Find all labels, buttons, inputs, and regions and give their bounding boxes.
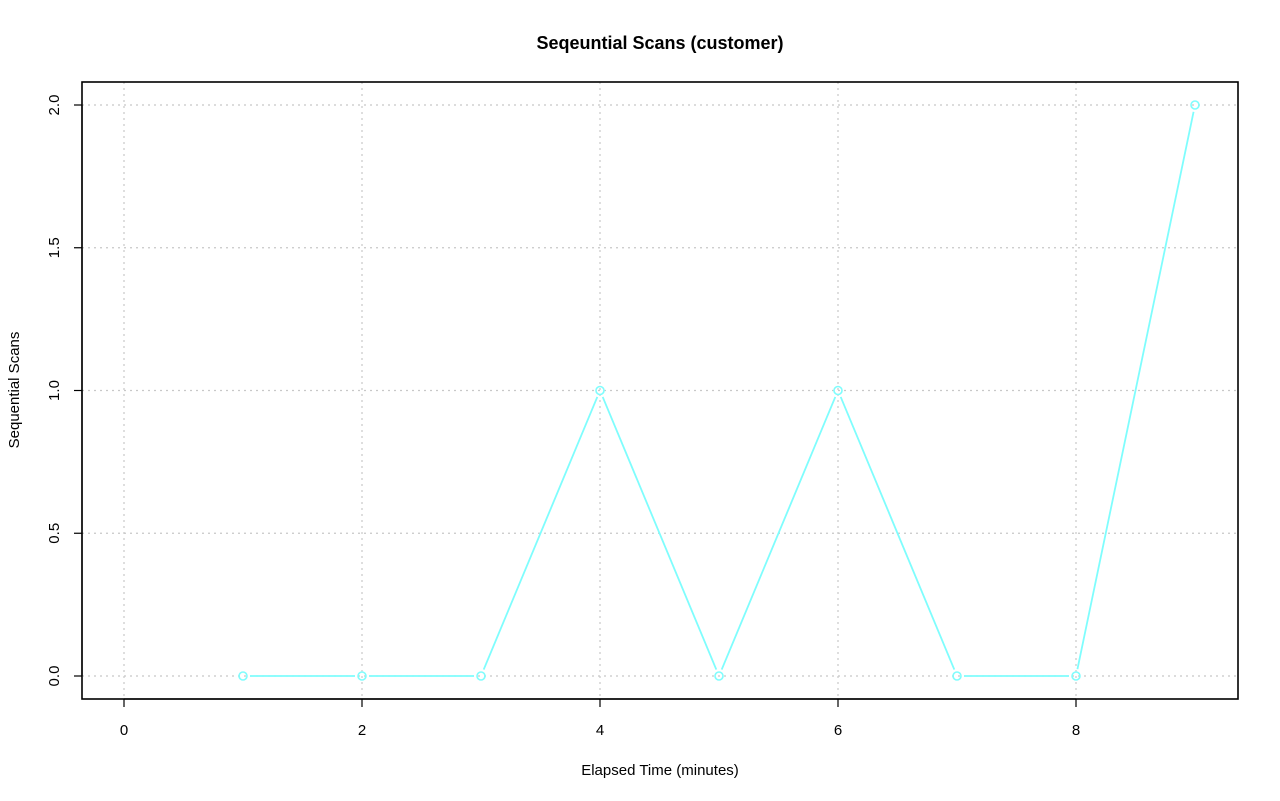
- y-tick-label: 0.5: [46, 523, 63, 544]
- data-point: [476, 671, 486, 681]
- series-line-segment: [839, 396, 956, 670]
- series-line-segment: [720, 396, 837, 670]
- data-point: [595, 385, 605, 396]
- data-point: [714, 671, 724, 681]
- x-axis-label: Elapsed Time (minutes): [581, 762, 739, 779]
- y-tick-label: 1.5: [46, 237, 63, 258]
- x-axis: 0 2 4 6 8: [120, 698, 1080, 739]
- series-line-segment: [482, 396, 599, 670]
- x-tick-label: 6: [834, 722, 842, 739]
- y-axis-label: Sequential Scans: [6, 332, 23, 449]
- data-point: [357, 671, 367, 681]
- data-point: [952, 671, 962, 681]
- chart-title: Seqeuntial Scans (customer): [536, 33, 783, 53]
- x-tick-label: 4: [596, 722, 604, 739]
- data-point: [833, 385, 843, 396]
- y-axis: 0.0 0.5 1.0 1.5 2.0: [46, 95, 83, 687]
- y-tick-label: 1.0: [46, 380, 63, 401]
- series-line-segment: [1076, 111, 1195, 670]
- grid: [82, 82, 1238, 699]
- x-tick-label: 2: [358, 722, 366, 739]
- x-tick-label: 8: [1072, 722, 1080, 739]
- data-point: [1190, 100, 1200, 110]
- y-tick-label: 2.0: [46, 95, 63, 116]
- x-tick-label: 0: [120, 722, 128, 739]
- series-line-segment: [601, 396, 718, 670]
- series-layer: [238, 100, 1200, 681]
- data-point: [1071, 671, 1081, 681]
- data-point: [238, 671, 248, 681]
- y-tick-label: 0.0: [46, 666, 63, 687]
